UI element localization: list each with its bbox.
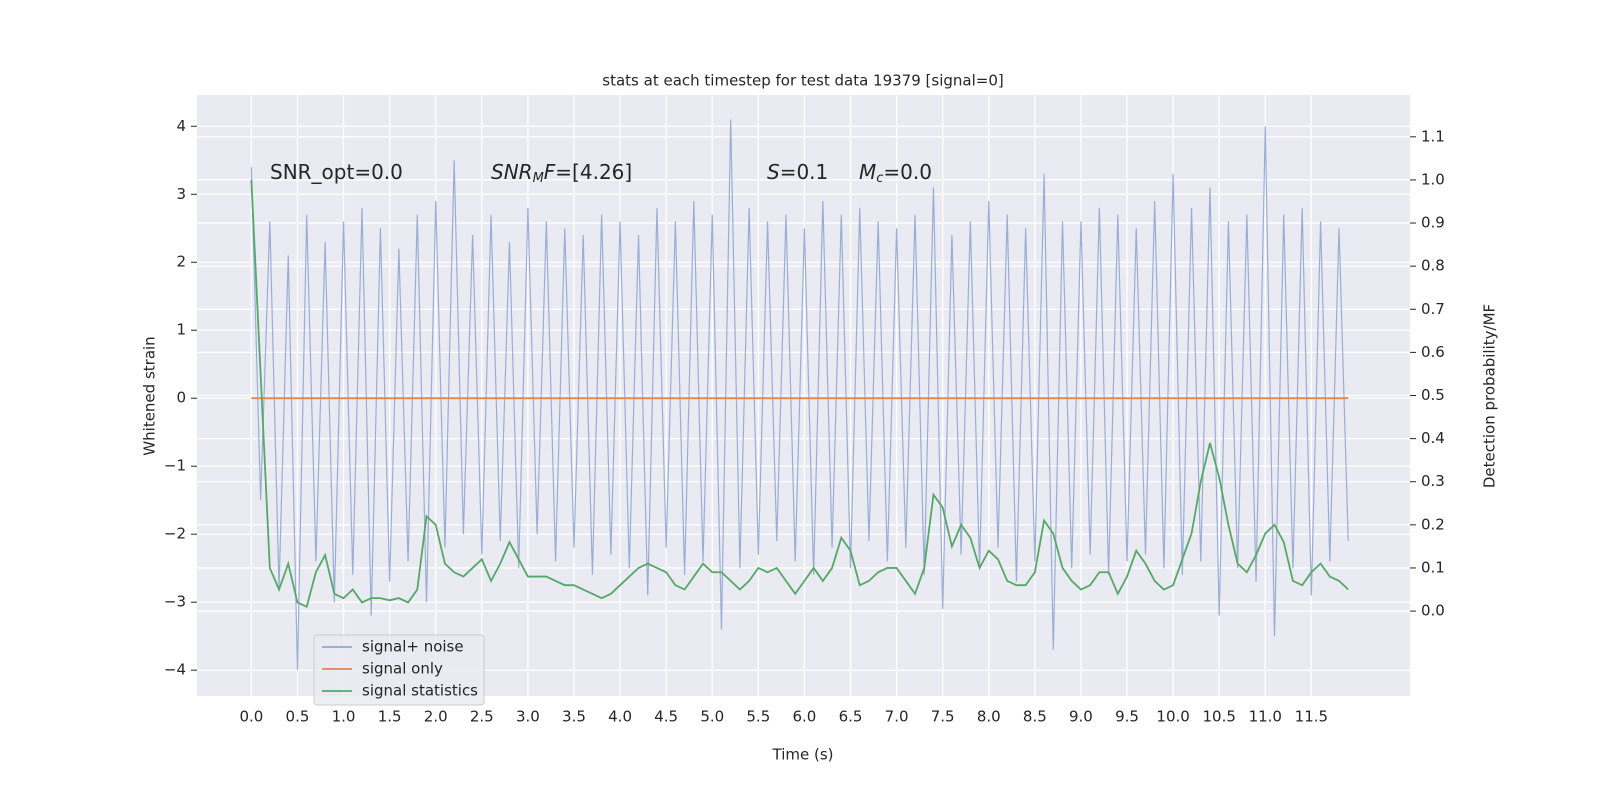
x-tick-label: 9.5 [1115, 708, 1139, 726]
annotation: SNR_opt=0.0 [270, 160, 403, 184]
x-tick-label: 9.0 [1069, 708, 1093, 726]
y2-tick-label: 0.6 [1421, 343, 1445, 361]
x-tick-label: 0.5 [286, 708, 310, 726]
y2-tick-label: 1.0 [1421, 170, 1445, 188]
x-tick-label: 7.5 [931, 708, 955, 726]
y2-tick-label: 0.1 [1421, 558, 1445, 576]
y2-tick-label: 0.0 [1421, 602, 1445, 620]
annotation-part: SNR [491, 160, 533, 184]
y2-axis-label: Detection probability/MF [1481, 304, 1499, 488]
x-tick-label: 11.0 [1249, 708, 1282, 726]
legend-box [313, 634, 485, 706]
x-tick-label: 6.5 [839, 708, 863, 726]
x-tick-label: 8.5 [1023, 708, 1047, 726]
x-tick-label: 0.0 [239, 708, 263, 726]
legend-label: signal statistics [362, 682, 478, 700]
y2-tick-label: 0.4 [1421, 429, 1445, 447]
legend-label: signal+ noise [362, 638, 464, 656]
annotation-part: M [533, 171, 544, 186]
series-line [250, 119, 1349, 671]
annotation-part: =0.0 [883, 160, 932, 184]
legend-label: signal only [362, 660, 443, 678]
y2-tick-label: 0.3 [1421, 472, 1445, 490]
y-tick-label: −4 [164, 661, 186, 679]
annotation: Mc=0.0 [859, 160, 932, 186]
annotation-part: c [876, 171, 883, 186]
marks [250, 119, 1349, 671]
x-axis-label: Time (s) [772, 746, 834, 764]
annotation-part: M [859, 160, 876, 184]
y-tick-label: 2 [176, 253, 186, 271]
x-tick-label: 5.0 [700, 708, 724, 726]
x-tick-label: 5.5 [746, 708, 770, 726]
annotation: S=0.1 [767, 160, 828, 184]
annotation-part: S [767, 160, 780, 184]
y-tick-label: −3 [164, 593, 186, 611]
ticks: 0.0 0.5 1.0 1.5 2.0 2.5 3.0 3.5 4.0 4.5 5.0 5.5 6.0 6… [164, 117, 1445, 726]
annotation-part: =0.1 [780, 160, 829, 184]
annotation-part: =[4.26] [555, 160, 632, 184]
x-tick-label: 2.0 [424, 708, 448, 726]
y-tick-label: −1 [164, 457, 186, 475]
x-tick-label: 2.5 [470, 708, 494, 726]
x-tick-label: 3.5 [562, 708, 586, 726]
x-tick-label: 1.5 [378, 708, 402, 726]
x-tick-label: 4.5 [654, 708, 678, 726]
y-tick-label: 1 [176, 321, 186, 339]
chart-title: stats at each timestep for test data 193… [602, 72, 1003, 90]
y-tick-label: 0 [176, 389, 186, 407]
y-tick-label: 4 [176, 117, 186, 135]
y-tick-label: −2 [164, 525, 186, 543]
y2-tick-label: 0.9 [1421, 214, 1445, 232]
y2-tick-label: 1.1 [1421, 127, 1445, 145]
x-tick-label: 3.0 [516, 708, 540, 726]
x-tick-label: 7.0 [885, 708, 909, 726]
x-tick-label: 8.0 [977, 708, 1001, 726]
y-tick-label: 3 [176, 185, 186, 203]
x-tick-label: 6.0 [792, 708, 816, 726]
series-line [250, 179, 1349, 609]
x-tick-label: 10.5 [1202, 708, 1235, 726]
y2-tick-label: 0.2 [1421, 515, 1445, 533]
x-tick-label: 1.0 [332, 708, 356, 726]
x-tick-label: 11.5 [1295, 708, 1328, 726]
legend: signal+ noise signal only signal statistic… [313, 634, 485, 706]
x-tick-label: 4.0 [608, 708, 632, 726]
annotation-part: SNR_opt=0.0 [270, 160, 403, 184]
annotation-part: F [544, 160, 556, 184]
y2-tick-label: 0.7 [1421, 300, 1445, 318]
y-axis-label: Whitened strain [141, 336, 159, 455]
x-tick-label: 10.0 [1156, 708, 1189, 726]
y2-tick-label: 0.5 [1421, 386, 1445, 404]
y2-tick-label: 0.8 [1421, 257, 1445, 275]
annotation: SNRMF=[4.26] [491, 160, 632, 186]
